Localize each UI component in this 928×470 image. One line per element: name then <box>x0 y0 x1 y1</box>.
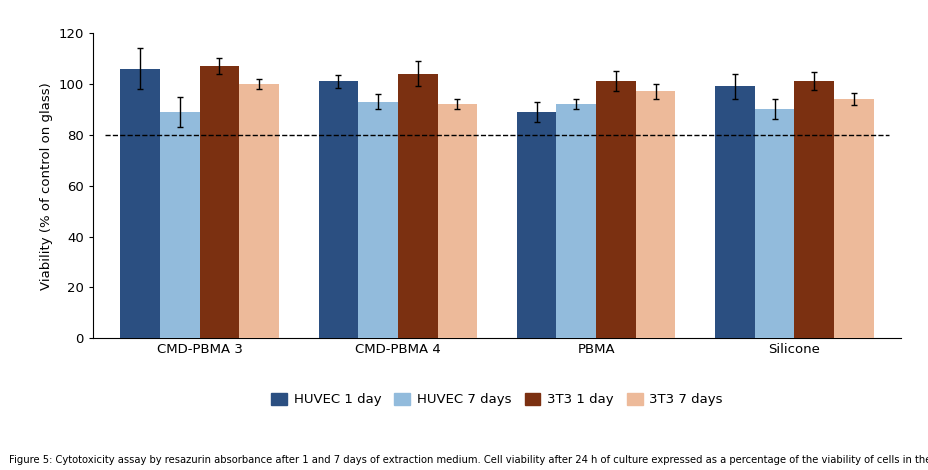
Bar <box>437 104 477 338</box>
Bar <box>833 99 872 338</box>
Bar <box>516 112 556 338</box>
Bar <box>715 86 754 338</box>
Legend: HUVEC 1 day, HUVEC 7 days, 3T3 1 day, 3T3 7 days: HUVEC 1 day, HUVEC 7 days, 3T3 1 day, 3T… <box>265 388 728 412</box>
Bar <box>121 69 160 338</box>
Bar <box>397 74 437 338</box>
Bar <box>358 102 397 338</box>
Bar <box>793 81 833 338</box>
Bar <box>635 92 675 338</box>
Bar <box>160 112 200 338</box>
Bar <box>200 66 239 338</box>
Bar <box>239 84 278 338</box>
Bar <box>556 104 596 338</box>
Bar <box>318 81 358 338</box>
Bar <box>754 109 793 338</box>
Bar <box>596 81 635 338</box>
Y-axis label: Viability (% of control on glass): Viability (% of control on glass) <box>40 82 53 290</box>
Text: Figure 5: Cytotoxicity assay by resazurin absorbance after 1 and 7 days of extra: Figure 5: Cytotoxicity assay by resazuri… <box>9 455 928 465</box>
